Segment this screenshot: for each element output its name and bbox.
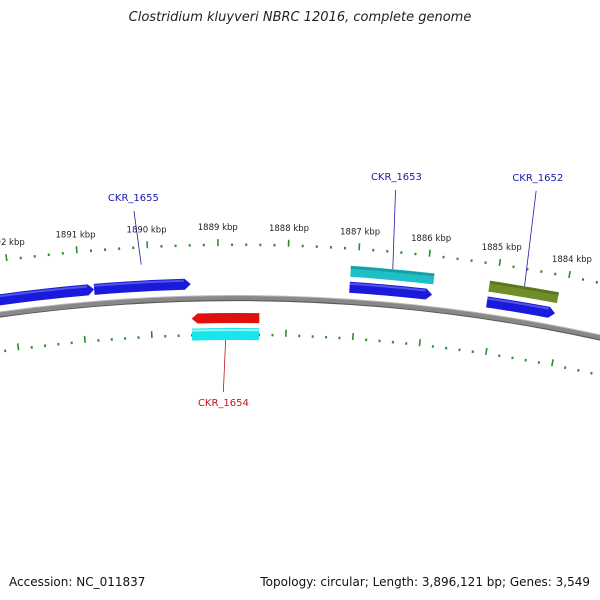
scale-label: 1888 kbp	[269, 224, 309, 234]
outer-tick	[499, 259, 500, 266]
genome-map: 1892 kbp 1891 kbp 1890 kbp 1889 kbp 1888 kbp…	[0, 0, 600, 600]
leader-line	[393, 190, 396, 269]
genome-backbone	[0, 296, 600, 405]
inner-tick	[552, 359, 553, 366]
outer-tick	[76, 246, 77, 253]
inner-tick	[419, 339, 420, 346]
inner-tick	[18, 343, 19, 350]
outer-tick	[569, 271, 570, 278]
backbone-shadow	[0, 301, 600, 405]
gene-label: CKR_1652	[512, 173, 563, 184]
leader-line	[134, 211, 141, 265]
gene-label: CKR_1653	[371, 172, 422, 183]
ckr_1654-arrow	[192, 313, 260, 323]
leader-line	[525, 191, 537, 286]
genome-summary-text: Topology: circular; Length: 3,896,121 bp…	[260, 575, 590, 589]
accession-text: Accession: NC_011837	[9, 575, 145, 589]
gene-label: CKR_1654	[198, 398, 249, 409]
inner-tick	[591, 372, 592, 374]
inner-tick-ring	[0, 329, 600, 433]
scale-labels: 1892 kbp 1891 kbp 1890 kbp 1889 kbp 1888 kbp…	[0, 223, 592, 265]
scale-label: 1892 kbp	[0, 238, 25, 248]
scale-label: 1890 kbp	[127, 225, 167, 235]
inner-tick	[486, 348, 487, 355]
scale-label: 1889 kbp	[198, 223, 238, 233]
backbone-line	[0, 298, 600, 402]
inner-tick	[85, 336, 86, 343]
scale-label: 1885 kbp	[482, 243, 522, 253]
outer-tick	[6, 254, 7, 261]
scale-label: 1884 kbp	[552, 255, 592, 265]
outer-tick	[429, 250, 430, 257]
scale-label: 1891 kbp	[56, 230, 96, 240]
backbone-highlight	[0, 296, 600, 401]
scale-label: 1886 kbp	[411, 234, 451, 244]
outer-tick	[597, 281, 598, 283]
scale-label: 1887 kbp	[340, 227, 380, 237]
gene-label: CKR_1655	[108, 193, 159, 204]
leader-line	[223, 340, 225, 392]
inner-tick	[578, 369, 579, 371]
